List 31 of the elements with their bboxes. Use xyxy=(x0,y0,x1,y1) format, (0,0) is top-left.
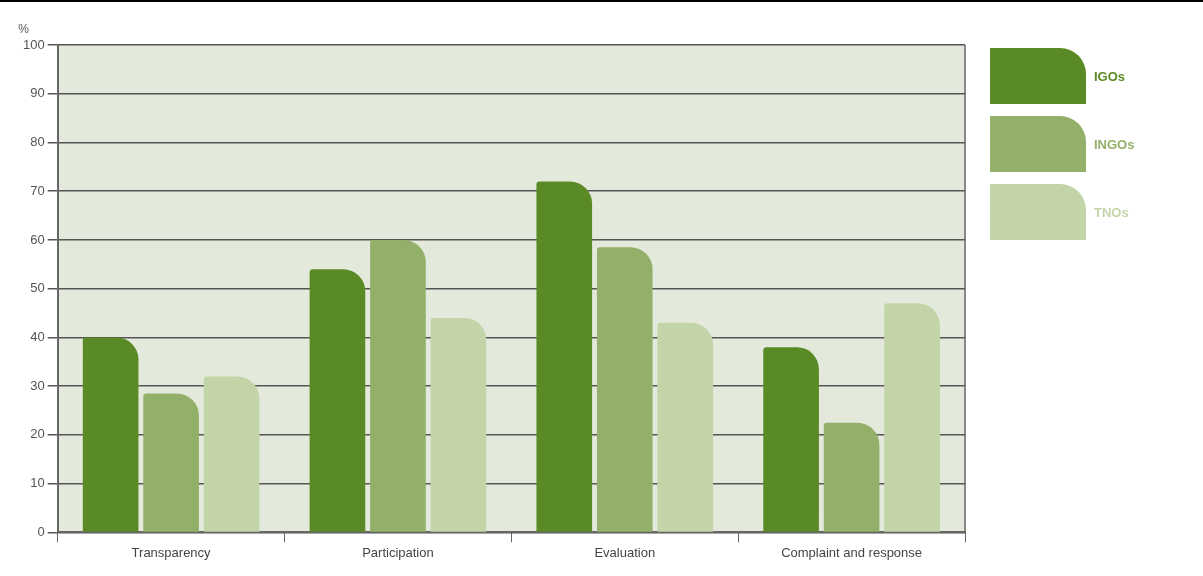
bar xyxy=(536,181,593,532)
y-tick-label: 100 xyxy=(22,36,45,52)
y-tick-label: 0 xyxy=(37,523,45,539)
text: INGOs xyxy=(1094,136,1135,152)
bar xyxy=(203,376,260,532)
bar xyxy=(657,322,714,532)
bar xyxy=(823,422,880,532)
y-tick-label: 50 xyxy=(30,280,45,296)
y-tick-label: 90 xyxy=(30,85,45,101)
bar xyxy=(884,303,940,532)
x-tick-label: Complaint and response xyxy=(781,544,923,560)
bar xyxy=(82,337,139,532)
x-tick-label: Transparency xyxy=(131,544,212,560)
bar xyxy=(309,269,366,532)
y-tick-label: 70 xyxy=(30,182,45,198)
bar xyxy=(143,393,199,532)
y-tick-label: 10 xyxy=(30,475,45,491)
y-tick-label: 30 xyxy=(30,377,45,393)
bar xyxy=(763,347,819,532)
y-tick-label: 80 xyxy=(30,134,45,150)
y-tick-label: 40 xyxy=(30,329,45,345)
y-axis-title: % xyxy=(18,22,30,36)
text: IGOs xyxy=(1094,68,1126,84)
bar xyxy=(370,239,426,532)
x-tick-label: Participation xyxy=(362,544,434,560)
y-tick-label: 20 xyxy=(30,426,45,442)
bar xyxy=(596,247,653,532)
bar xyxy=(430,317,487,532)
x-tick-label: Evaluation xyxy=(594,544,656,560)
text: TNOs xyxy=(1094,204,1129,220)
y-tick-label: 60 xyxy=(30,231,45,247)
